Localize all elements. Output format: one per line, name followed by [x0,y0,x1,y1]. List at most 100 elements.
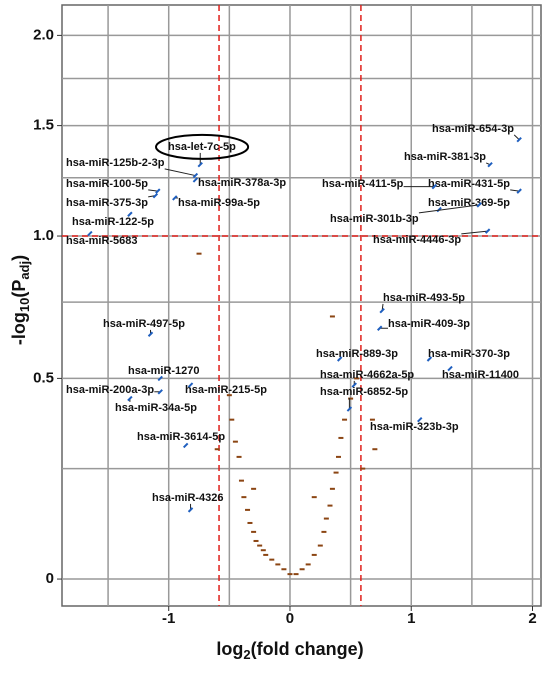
annotation-label: hsa-let-7c-5p [168,141,236,153]
annotation-label: hsa-miR-4662a-5p [320,369,414,381]
annotated-point [336,356,343,362]
point [229,418,235,421]
annotation-label: hsa-miR-370-3p [428,348,510,360]
annotated-point [192,177,199,183]
x-label-part: (fold change) [251,639,364,659]
point [287,573,293,576]
y-tick-label: 0.5 [33,369,54,386]
plot-frame [61,4,542,607]
x-axis-title: log2(fold change) [216,639,363,663]
x-label-sub: 2 [243,647,250,662]
y-label-sub: 10 [17,298,32,312]
annotation-label: hsa-miR-4446-3p [373,234,461,246]
annotation-label: hsa-miR-100-5p [66,178,148,190]
annotated-point [127,395,133,402]
annotated-point [182,442,189,449]
point [329,487,335,490]
x-tick-label: -1 [162,610,175,627]
annotation-label: hsa-miR-3614-5p [137,431,225,443]
point [321,530,327,533]
marks [196,252,378,576]
annotated-point [447,365,453,372]
annotated-point [157,389,163,395]
annotation-label: hsa-miR-6852-5p [320,386,408,398]
annotated-point [426,356,433,362]
annotation-label: hsa-miR-5683 [66,235,138,247]
leader-line [164,168,196,177]
annotation-label: hsa-miR-301b-3p [330,213,419,225]
point [372,448,378,451]
highlight-ellipse [155,133,250,160]
annotation-label: hsa-miR-122-5p [72,216,154,228]
point [232,440,238,443]
annotation-label: hsa-miR-411-5p [322,178,404,190]
point [245,508,251,511]
point [327,504,333,507]
point [329,315,335,318]
grid [57,5,541,611]
point [335,455,341,458]
annotated-point [127,211,133,217]
y-tick-label: 1.0 [33,227,54,244]
annotation-label: hsa-miR-125b-2-3p [66,157,165,169]
leader-line [510,189,520,192]
y-label-part: ) [9,255,29,261]
x-tick-label: 2 [528,610,536,627]
point [257,544,263,547]
annotation-label: hsa-miR-369-5p [428,197,510,209]
annotation-label: hsa-miR-11400 [442,369,519,381]
annotated-point [147,331,154,337]
annotation-label: hsa-miR-381-3p [404,151,486,163]
point [251,530,257,533]
annotated-point [377,325,383,331]
annotated-point [192,172,199,179]
y-tick-label: 0 [46,570,54,587]
annotated-point [155,188,161,194]
annotated-point [157,375,163,382]
annotated-point [187,507,194,513]
annotation-label: hsa-miR-4326 [152,492,224,504]
annotated-point [431,183,437,190]
leader-line [148,189,158,192]
point [293,573,299,576]
point [333,471,339,474]
leader-line [513,134,520,141]
point [369,418,375,421]
leader-line [418,204,480,214]
annotation-label: hsa-miR-323b-3p [370,421,459,433]
point [323,517,329,520]
point [354,377,360,380]
annotated-point [187,382,194,388]
y-tick-label: 2.0 [33,26,54,43]
annotated-point [484,228,491,234]
point [281,568,287,571]
point [247,521,253,524]
annotated-point [516,136,522,143]
annotation-label: hsa-miR-99a-5p [178,197,260,209]
point [311,553,317,556]
point [196,252,202,255]
point [241,496,247,499]
annotated-point [516,188,522,194]
point [253,539,259,542]
annotated-point [172,195,178,201]
annotation-label: hsa-miR-493-5p [383,292,465,304]
point [317,544,323,547]
annotation-label: hsa-miR-409-3p [388,318,470,330]
y-axis-title: -log10(Padj) [9,255,33,345]
annotated-point [487,162,493,168]
annotated-point [351,382,357,388]
point [348,397,354,400]
point [263,553,269,556]
point [251,487,257,490]
point [260,549,266,552]
y-label-part: -log [9,312,29,345]
annotation-label: hsa-miR-431-5p [428,178,510,190]
annotation-label: hsa-miR-375-3p [66,197,148,209]
annotation-label: hsa-miR-654-3p [432,123,514,135]
point [236,455,242,458]
x-label-part: log [216,639,243,659]
point [360,467,366,470]
annotation-label: hsa-miR-215-5p [185,384,267,396]
